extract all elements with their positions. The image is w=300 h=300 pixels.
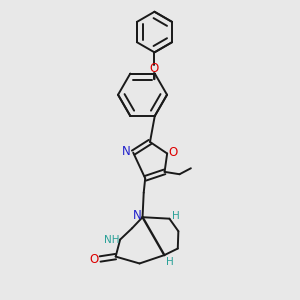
Text: O: O <box>169 146 178 159</box>
Text: O: O <box>150 62 159 75</box>
Text: N: N <box>122 145 131 158</box>
Text: N: N <box>133 209 142 222</box>
Text: H: H <box>166 257 174 267</box>
Text: H: H <box>172 211 180 221</box>
Text: O: O <box>89 253 98 266</box>
Text: NH: NH <box>104 235 119 244</box>
